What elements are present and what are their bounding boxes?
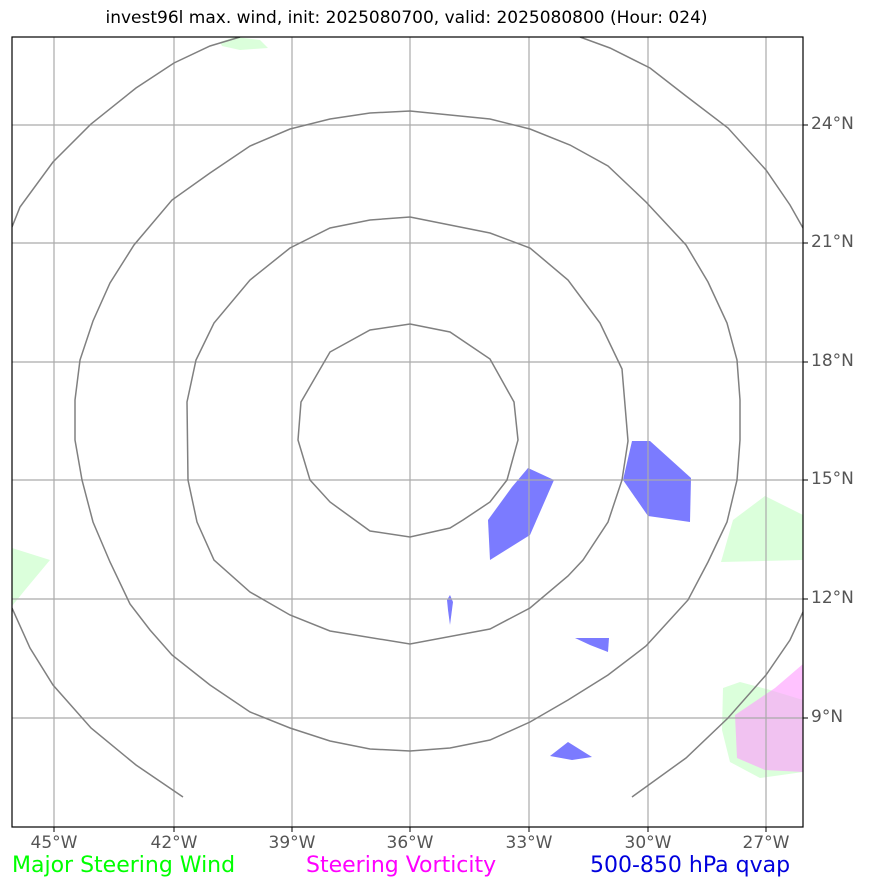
range-ring — [186, 216, 629, 645]
qvap-area — [575, 638, 609, 652]
steering-wind-area — [220, 37, 268, 50]
lon-label: 36°W — [386, 833, 434, 853]
lon-label: 33°W — [505, 833, 553, 853]
legend-steering-vorticity: Steering Vorticity — [306, 853, 497, 878]
qvap-area — [447, 595, 453, 625]
legend-steering-wind: Major Steering Wind — [12, 853, 236, 878]
map-frame — [11, 36, 804, 828]
lat-label: 21°N — [811, 232, 854, 252]
qvap-area — [550, 742, 592, 760]
map-title: invest96l max. wind, init: 2025080700, v… — [105, 8, 708, 28]
lat-label: 24°N — [811, 114, 854, 134]
gridlines — [12, 37, 803, 827]
steering-wind-layer — [12, 37, 803, 778]
range-ring — [12, 607, 184, 798]
range-ring — [74, 110, 741, 752]
qvap-layer — [447, 441, 691, 760]
lon-label: 45°W — [30, 833, 78, 853]
lon-label: 39°W — [268, 833, 316, 853]
lon-label: 27°W — [742, 833, 790, 853]
range-ring — [297, 323, 519, 538]
lon-label: 30°W — [624, 833, 672, 853]
range-ring — [631, 611, 803, 798]
range-ring — [12, 37, 241, 228]
tick-marks — [53, 124, 808, 832]
lat-label: 9°N — [811, 707, 844, 727]
lat-label: 12°N — [811, 588, 854, 608]
qvap-area — [623, 441, 691, 522]
range-rings — [12, 37, 803, 798]
lat-label: 15°N — [811, 469, 854, 489]
qvap-area — [488, 468, 554, 560]
steering-wind-area — [12, 548, 50, 606]
range-ring — [579, 37, 803, 229]
legend-qvap: 500-850 hPa qvap — [590, 853, 791, 878]
lat-label: 18°N — [811, 351, 854, 371]
lon-label: 42°W — [150, 833, 198, 853]
steering-wind-area — [721, 496, 803, 562]
